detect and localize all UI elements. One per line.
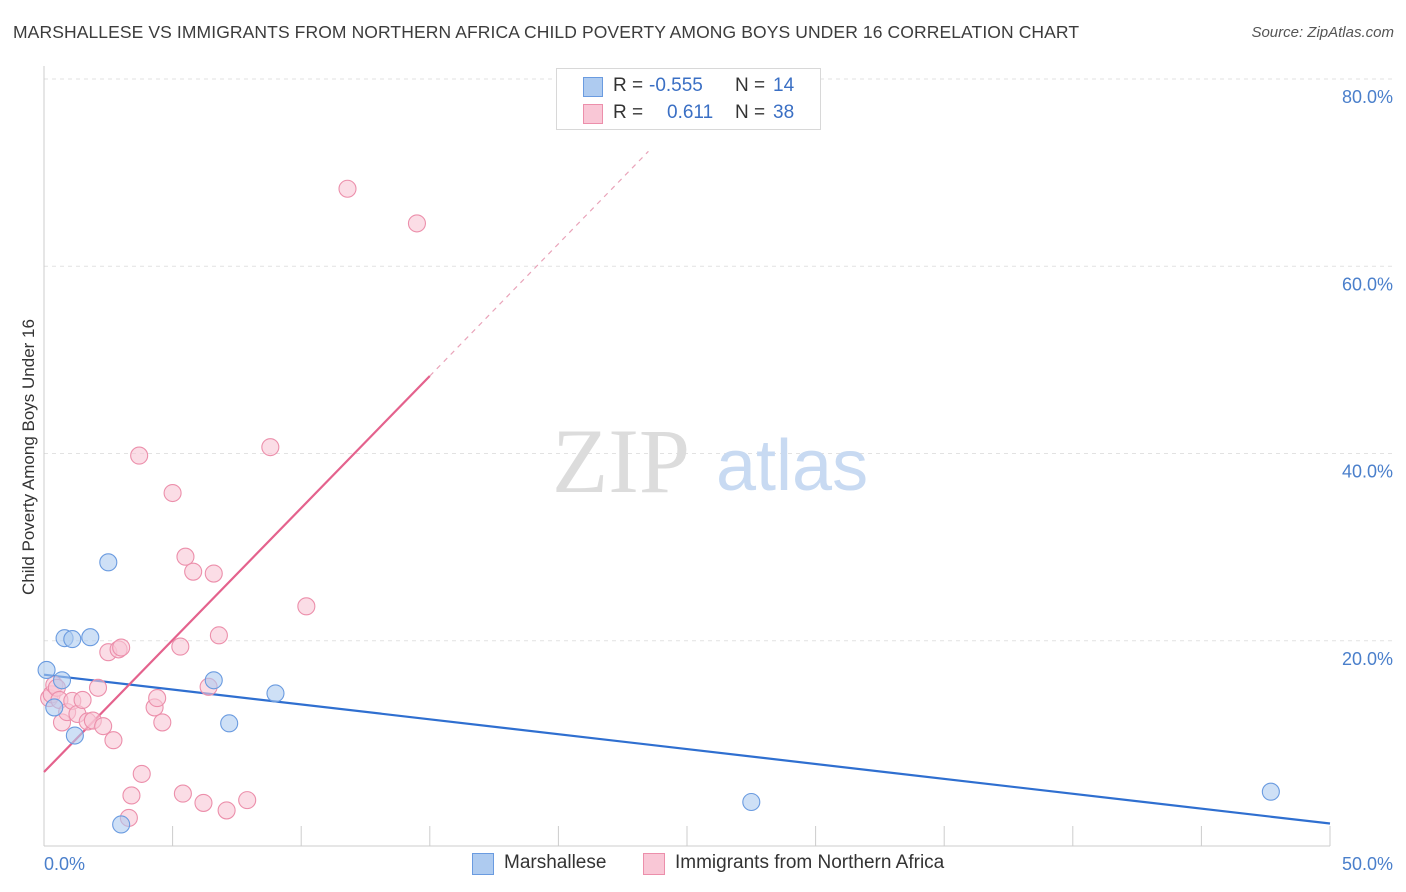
point-immigrants	[184, 562, 203, 581]
source-label: Source: ZipAtlas.com	[1251, 24, 1394, 41]
point-immigrants	[132, 764, 151, 783]
legend-swatch-marshallese	[583, 77, 603, 97]
bottom-legend-swatch-marshallese	[472, 853, 494, 875]
point-immigrants	[122, 786, 141, 805]
point-immigrants	[153, 713, 172, 732]
point-marshallese	[266, 684, 285, 703]
point-immigrants	[297, 597, 316, 616]
legend-n-value-immigrants: 38	[773, 102, 795, 123]
trendline-marshallese	[43, 673, 1331, 825]
point-marshallese	[112, 815, 131, 834]
legend-r-value-immigrants: 0.611	[667, 102, 714, 123]
point-immigrants	[173, 784, 192, 803]
x-tick-labels: 0.0% 50.0%	[44, 854, 1393, 874]
y-tick-label: 80.0%	[1342, 87, 1393, 107]
point-immigrants	[171, 637, 190, 656]
point-immigrants	[163, 483, 182, 503]
trendline-extension	[429, 150, 649, 377]
point-immigrants	[104, 731, 123, 750]
point-immigrants	[94, 717, 113, 736]
point-immigrants	[88, 678, 108, 697]
axes	[43, 66, 1331, 847]
y-tick-label: 60.0%	[1342, 274, 1393, 294]
point-immigrants	[338, 179, 357, 198]
legend-r-value-marshallese: -0.555	[649, 75, 703, 96]
point-marshallese	[204, 671, 223, 690]
legend-r-label: R =	[613, 102, 644, 123]
point-immigrants	[407, 214, 426, 233]
point-immigrants	[261, 438, 280, 457]
point-immigrants	[194, 793, 213, 812]
watermark-zip: ZIP	[552, 410, 690, 512]
legend-n-label: N =	[735, 75, 766, 96]
point-marshallese	[45, 698, 64, 717]
legend-swatch-immigrants	[583, 104, 603, 124]
y-tick-labels: 20.0% 40.0% 60.0% 80.0%	[1342, 87, 1393, 669]
point-marshallese	[99, 553, 118, 572]
point-immigrants	[217, 801, 236, 820]
x-tick-min: 0.0%	[44, 854, 85, 874]
trendlines	[43, 150, 1331, 825]
y-axis-label: Child Poverty Among Boys Under 16	[19, 319, 38, 595]
legend-n-value-marshallese: 14	[773, 75, 795, 96]
point-marshallese	[52, 671, 72, 690]
point-immigrants	[130, 446, 149, 465]
point-immigrants	[73, 690, 92, 709]
point-immigrants	[148, 689, 167, 708]
point-marshallese	[1261, 782, 1280, 801]
point-marshallese	[37, 660, 56, 680]
point-marshallese	[63, 630, 82, 649]
point-marshallese	[81, 628, 100, 647]
bottom-legend-label-immigrants: Immigrants from Northern Africa	[675, 852, 945, 873]
bottom-legend-label-marshallese: Marshallese	[504, 852, 607, 873]
point-immigrants	[209, 626, 228, 645]
point-immigrants	[238, 791, 257, 810]
trendline-immigrants	[43, 375, 431, 773]
watermark-atlas: atlas	[716, 426, 868, 506]
bottom-legend-swatch-immigrants	[643, 853, 665, 875]
x-tick-max: 50.0%	[1342, 854, 1393, 874]
point-marshallese	[742, 792, 761, 812]
chart-title: MARSHALLESE VS IMMIGRANTS FROM NORTHERN …	[13, 22, 1080, 42]
point-immigrants	[204, 564, 223, 583]
legend-n-label: N =	[735, 102, 766, 123]
point-marshallese	[65, 726, 84, 745]
data-points	[37, 179, 1280, 834]
legend-r-label: R =	[613, 75, 644, 96]
y-tick-label: 20.0%	[1342, 649, 1393, 669]
point-immigrants	[176, 547, 195, 566]
correlation-legend: R = -0.555 N = 14 R = 0.611 N = 38	[556, 68, 821, 130]
point-marshallese	[220, 714, 239, 733]
watermark: ZIP atlas	[552, 410, 868, 512]
y-tick-label: 40.0%	[1342, 462, 1393, 482]
point-immigrants	[112, 638, 131, 657]
gridlines	[44, 78, 1393, 642]
